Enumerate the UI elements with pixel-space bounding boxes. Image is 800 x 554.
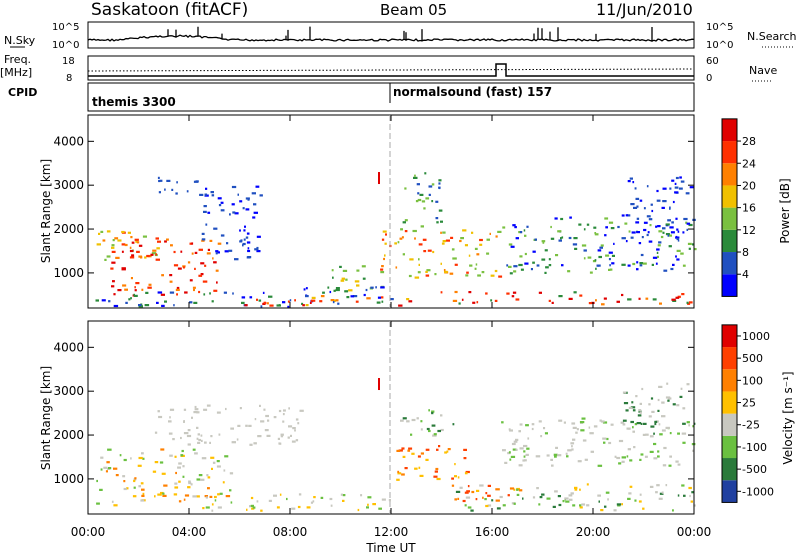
cpid-segment-1: themis 3300 [92, 95, 176, 109]
colorbar-tick-label: 12 [742, 224, 756, 237]
colorbar-tick-label: 4 [742, 268, 749, 281]
x-tick-label: 00:00 [71, 525, 106, 539]
freq-right-tick-bottom: 0 [706, 73, 712, 84]
x-axis-label: Time UT [365, 541, 416, 554]
colorbar-cell [722, 229, 737, 253]
date-label: 11/Jun/2010 [596, 0, 693, 19]
colorbar-tick-label: -25 [742, 419, 760, 432]
power-scatter [95, 172, 697, 308]
noise-right-tick-bottom: 10^0 [706, 40, 733, 51]
x-tick-label: 16:00 [475, 525, 510, 539]
velocity-colorbar-label: Velocity [m s⁻¹] [781, 371, 795, 464]
colorbar-cell [722, 391, 737, 414]
power-colorbar: 28 24 20 16 12 8 4 [721, 118, 756, 297]
colorbar-tick-label: 100 [742, 374, 763, 387]
station-title: Saskatoon (fitACF) [91, 0, 248, 20]
freq-left-tick-bottom: 8 [66, 73, 72, 84]
nave-label: Nave [749, 64, 777, 77]
velocity-y-axis: 1000 2000 3000 4000 [53, 340, 694, 486]
freq-label-2: [MHz] [0, 66, 32, 79]
colorbar-tick-label: 8 [742, 246, 749, 259]
x-tick-label: 20:00 [576, 525, 611, 539]
freq-trace [88, 63, 694, 77]
colorbar-cell [722, 163, 737, 186]
x-tick-label: 04:00 [172, 525, 207, 539]
time-x-axis: 00:00 04:00 08:00 12:00 16:00 20:00 00:00 [71, 115, 712, 539]
colorbar-tick-label: 16 [742, 202, 756, 215]
power-y-axis: 1000 2000 3000 4000 [53, 134, 694, 280]
colorbar-tick-label: 500 [742, 352, 763, 365]
power-y-axis-label: Slant Range [km] [39, 159, 53, 263]
noise-left-tick-bottom: 10^0 [52, 40, 79, 51]
y-tick-label: 4000 [53, 134, 84, 148]
colorbar-cell [722, 252, 737, 275]
noise-right-label: N.Search [747, 30, 797, 43]
freq-left-tick-top: 18 [62, 56, 75, 67]
frequency-panel: Freq. [MHz] 18 8 60 0 Nave [0, 53, 777, 84]
colorbar-cell [722, 324, 737, 348]
colorbar-tick-label: -500 [742, 463, 767, 476]
freq-label-1: Freq. [4, 53, 31, 66]
colorbar-tick-label: 25 [742, 397, 756, 410]
nave-trace [87, 68, 695, 72]
colorbar-cell [722, 207, 737, 230]
velocity-y-axis-label: Slant Range [km] [39, 366, 53, 470]
cpid-panel: CPID themis 3300 normalsound (fast) 157 [8, 82, 695, 112]
colorbar-cell [722, 413, 737, 436]
y-tick-label: 1000 [53, 266, 84, 280]
colorbar-cell [722, 458, 737, 481]
velocity-scatter [96, 378, 696, 512]
colorbar-cell [722, 369, 737, 392]
colorbar-cell [722, 141, 737, 164]
noise-left-tick-top: 10^5 [52, 22, 79, 33]
colorbar-tick-label: 24 [742, 157, 756, 170]
colorbar-tick-label: 1000 [742, 330, 770, 343]
colorbar-tick-label: 28 [742, 135, 756, 148]
y-tick-label: 2000 [53, 222, 84, 236]
y-tick-label: 2000 [53, 428, 84, 442]
velocity-colorbar: 1000 500 100 25 -25 -100 -500 -1000 [721, 324, 774, 503]
colorbar-tick-label: -100 [742, 441, 767, 454]
cpid-label: CPID [8, 86, 37, 99]
x-tick-label: 08:00 [273, 525, 308, 539]
colorbar-tick-label: 20 [742, 179, 756, 192]
y-tick-label: 3000 [53, 384, 84, 398]
noise-panel: N.Sky 10^5 10^0 10^5 10^0 N.Search [4, 21, 797, 51]
velocity-panel: 1000 2000 3000 4000 Slant Range [km] 1000 50… [39, 320, 795, 515]
colorbar-cell [722, 435, 737, 459]
y-tick-label: 1000 [53, 472, 84, 486]
noise-sky-trace [87, 26, 695, 42]
colorbar-cell [722, 480, 737, 503]
colorbar-cell [722, 185, 737, 208]
y-tick-label: 4000 [53, 340, 84, 354]
power-colorbar-label: Power [dB] [778, 178, 792, 243]
colorbar-cell [722, 347, 737, 370]
cpid-segment-2: normalsound (fast) 157 [393, 85, 552, 99]
beam-label: Beam 05 [380, 1, 447, 19]
x-tick-label: 12:00 [374, 525, 409, 539]
y-tick-label: 3000 [53, 178, 84, 192]
x-tick-label: 00:00 [677, 525, 712, 539]
freq-right-tick-top: 60 [706, 56, 719, 67]
noise-right-tick-top: 10^5 [706, 22, 733, 33]
colorbar-tick-label: -1000 [742, 485, 774, 498]
power-panel: 1000 2000 3000 4000 Slant Range [km] 28 24 20… [39, 114, 792, 309]
colorbar-cell [722, 274, 737, 297]
colorbar-cell [722, 118, 737, 142]
noise-left-label: N.Sky [4, 34, 36, 47]
